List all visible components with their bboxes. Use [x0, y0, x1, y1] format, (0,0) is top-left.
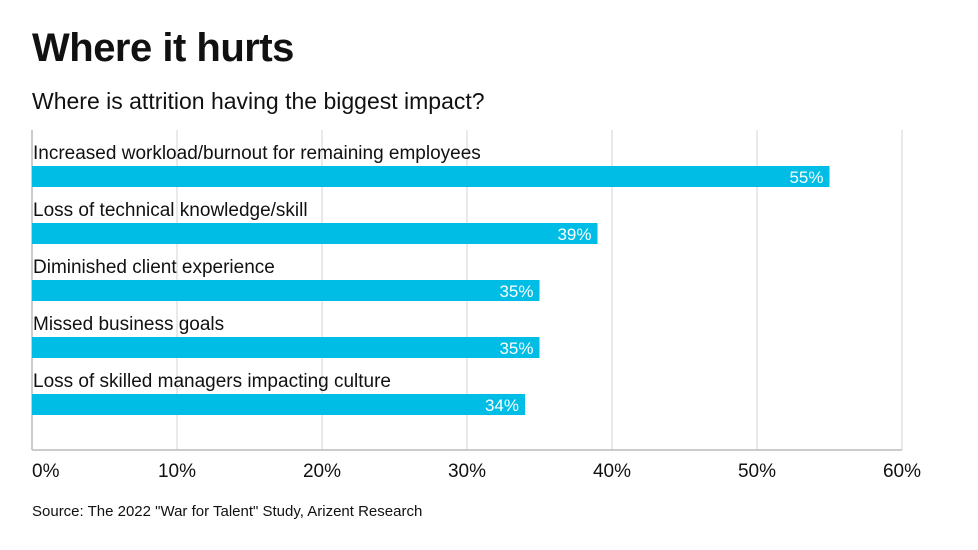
data-label: 35% [499, 339, 533, 358]
category-label: Missed business goals [33, 314, 224, 335]
bar [32, 337, 540, 358]
x-tick-label: 10% [158, 461, 196, 482]
source-note: Source: The 2022 "War for Talent" Study,… [32, 503, 423, 520]
x-tick-label: 40% [593, 461, 631, 482]
category-label: Loss of skilled managers impacting cultu… [33, 371, 391, 392]
chart-subtitle: Where is attrition having the biggest im… [32, 88, 485, 114]
data-label: 35% [499, 282, 533, 301]
data-label: 39% [557, 225, 591, 244]
bar [32, 394, 525, 415]
chart-title: Where it hurts [32, 26, 294, 70]
category-label: Loss of technical knowledge/skill [33, 200, 308, 221]
category-label: Diminished client experience [33, 257, 275, 278]
data-label: 55% [789, 168, 823, 187]
x-tick-label: 50% [738, 461, 776, 482]
x-tick-label: 30% [448, 461, 486, 482]
bar [32, 166, 830, 187]
x-tick-label: 60% [883, 461, 921, 482]
data-label: 34% [485, 396, 519, 415]
category-label: Increased workload/burnout for remaining… [33, 143, 481, 164]
x-tick-label: 20% [303, 461, 341, 482]
bar [32, 223, 598, 244]
bar [32, 280, 540, 301]
x-tick-label: 0% [32, 461, 60, 482]
